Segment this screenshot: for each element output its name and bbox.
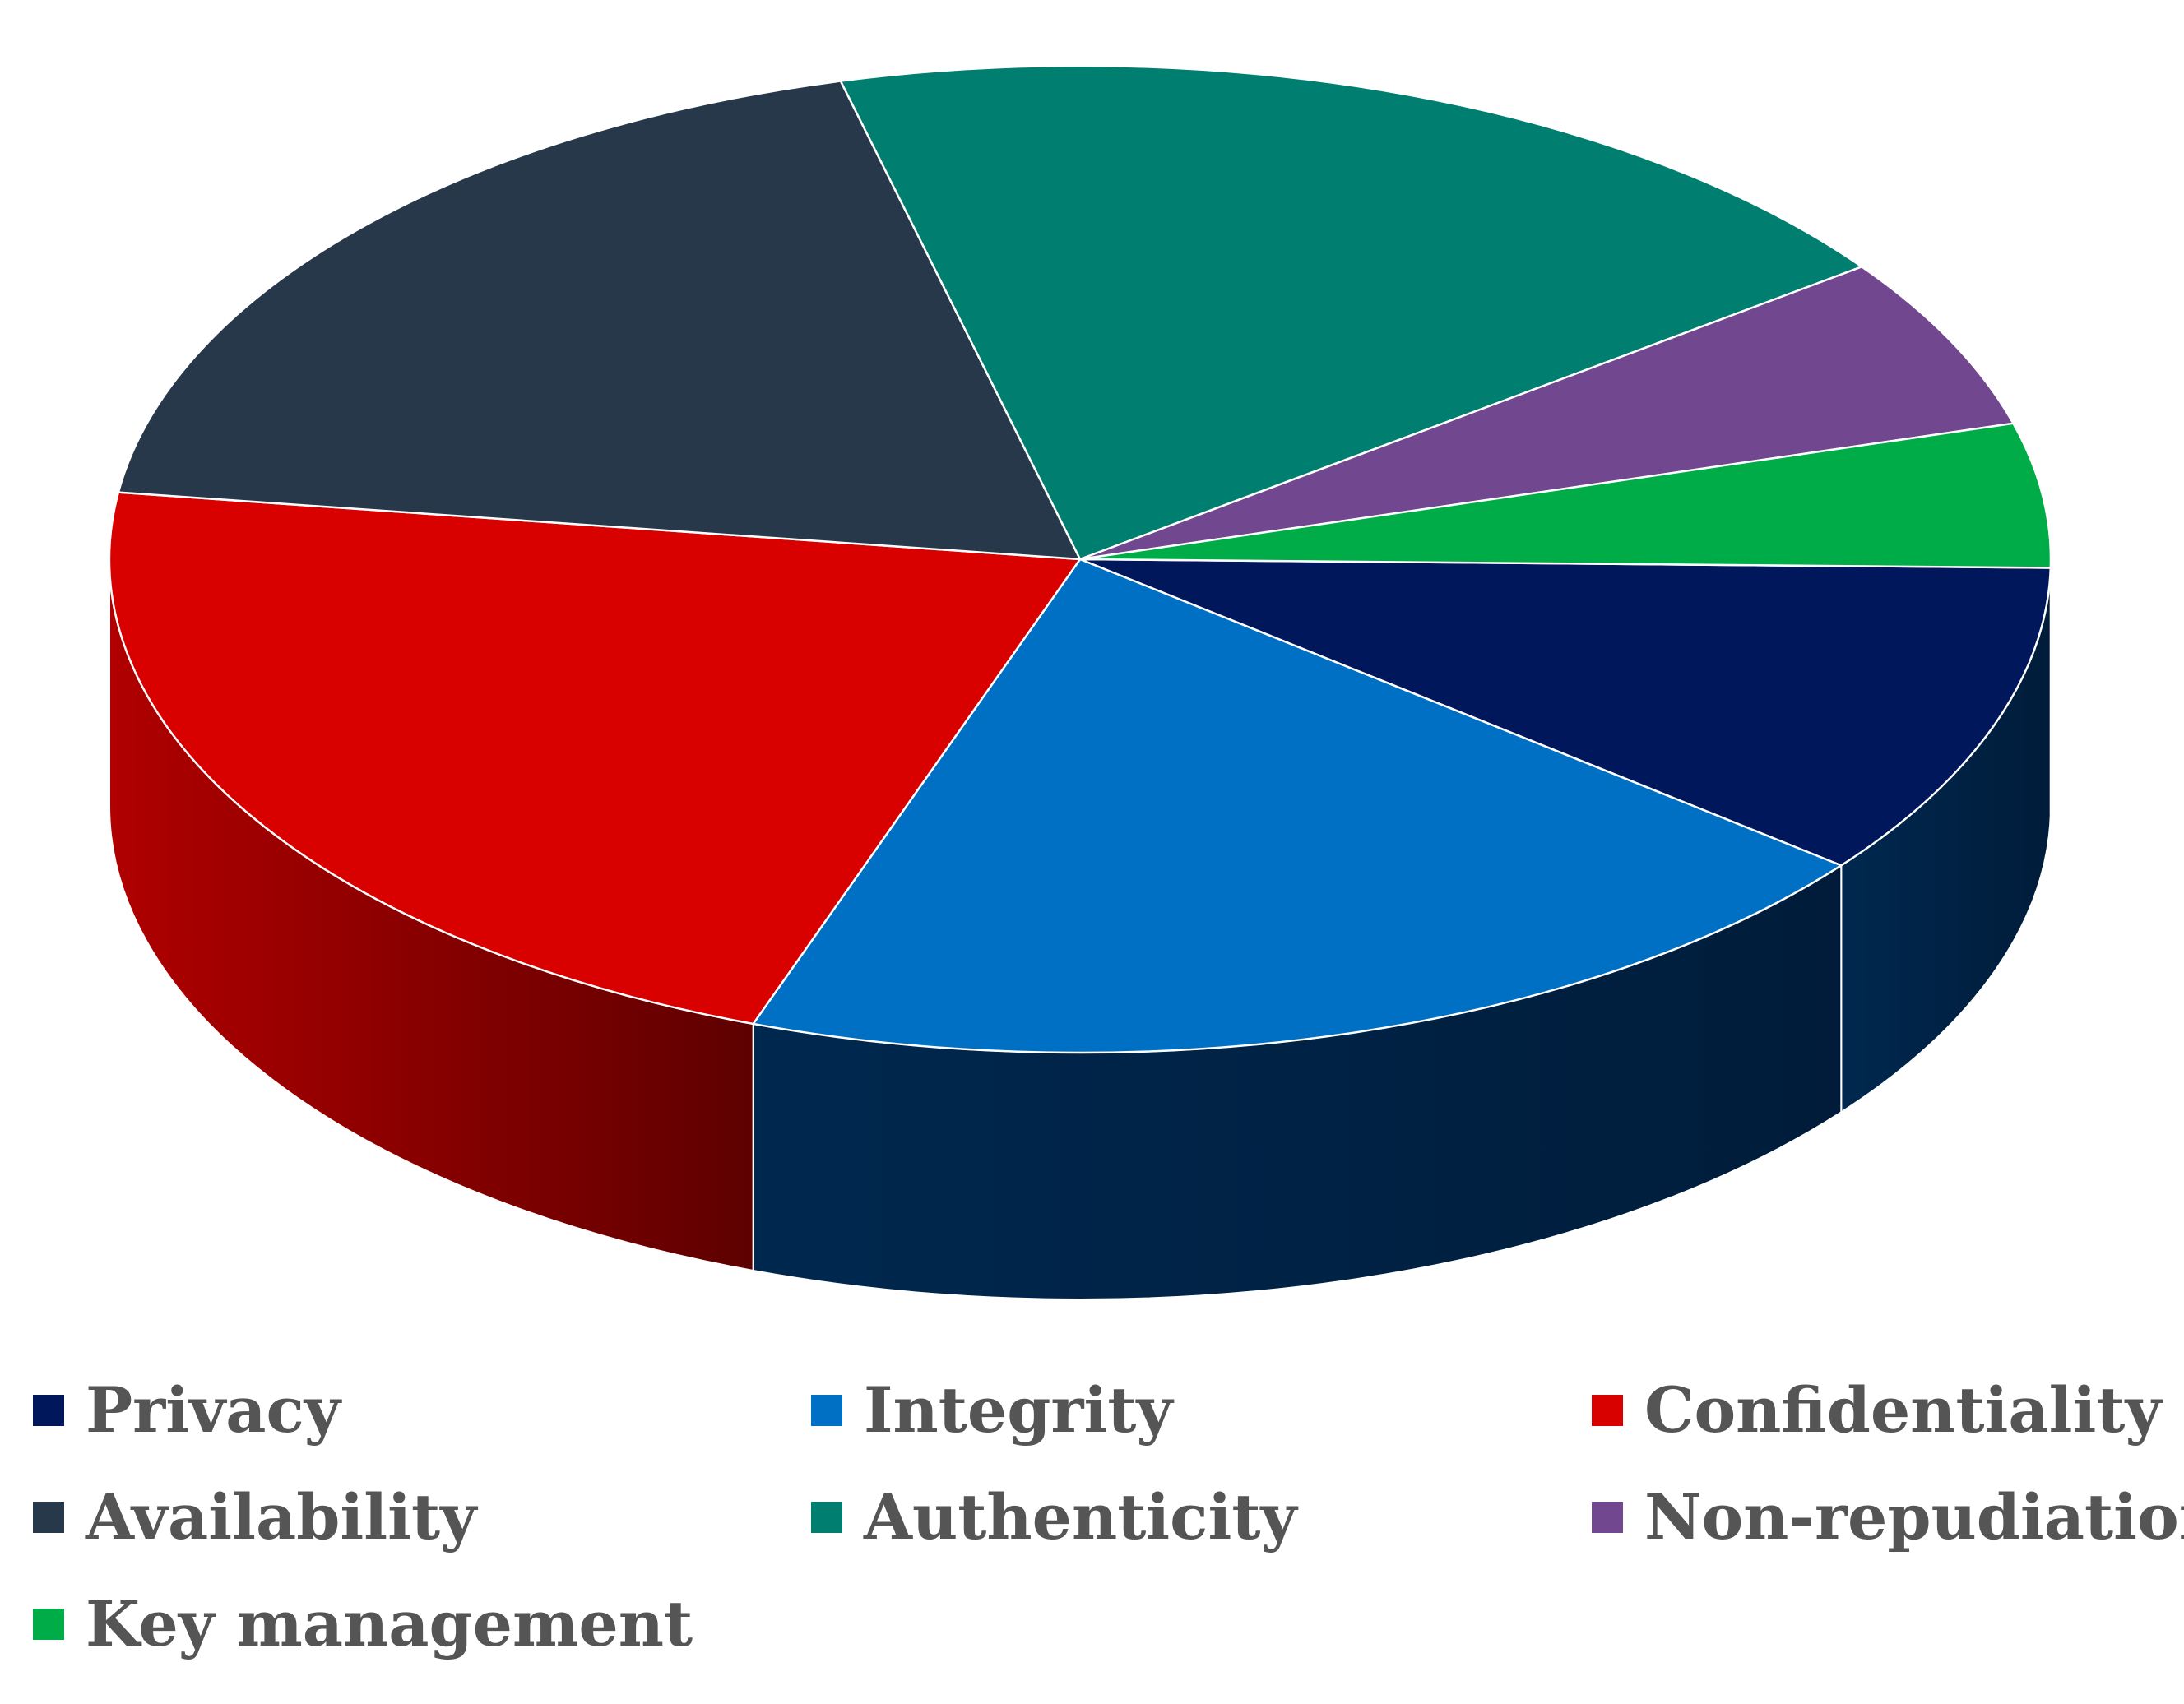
pie-plot-area: [108, 64, 2052, 1300]
pie-slice-availability: [117, 80, 1082, 561]
legend-swatch: [1592, 1502, 1623, 1533]
legend-swatch: [811, 1395, 842, 1426]
legend-swatch: [811, 1502, 842, 1533]
pie-slice-privacy: [1078, 558, 2052, 867]
legend-item: Confidentiality: [1592, 1365, 2162, 1456]
legend-label: Confidentiality: [1644, 1373, 2162, 1447]
legend-label: Integrity: [864, 1373, 1173, 1447]
legend-label: Key management: [86, 1587, 693, 1660]
legend: Privacy Integrity Confidentiality Availabil…: [33, 1365, 2184, 1694]
pie-top-faces: [108, 64, 2052, 1054]
legend-label: Privacy: [86, 1373, 341, 1447]
pie-slice-authenticity: [839, 64, 1863, 561]
pie-slice-confidentiality: [108, 491, 1082, 1026]
legend-item: Availability: [33, 1472, 476, 1563]
legend-label: Non-repudiation: [1644, 1480, 2184, 1554]
legend-item: Key management: [33, 1579, 693, 1669]
legend-item: Non-repudiation: [1592, 1472, 2184, 1563]
legend-swatch: [33, 1395, 64, 1426]
legend-swatch: [33, 1502, 64, 1533]
pie-slice-integrity: [752, 558, 1843, 1054]
legend-item: Authenticity: [811, 1472, 1297, 1563]
legend-swatch: [1592, 1395, 1623, 1426]
legend-item: Integrity: [811, 1365, 1173, 1456]
legend-item: Privacy: [33, 1365, 341, 1456]
legend-label: Authenticity: [864, 1480, 1297, 1554]
legend-label: Availability: [86, 1480, 477, 1554]
legend-swatch: [33, 1609, 64, 1640]
pie-slice-key-management: [1078, 422, 2052, 569]
pie-slice-non-repudiation: [1078, 266, 2015, 561]
